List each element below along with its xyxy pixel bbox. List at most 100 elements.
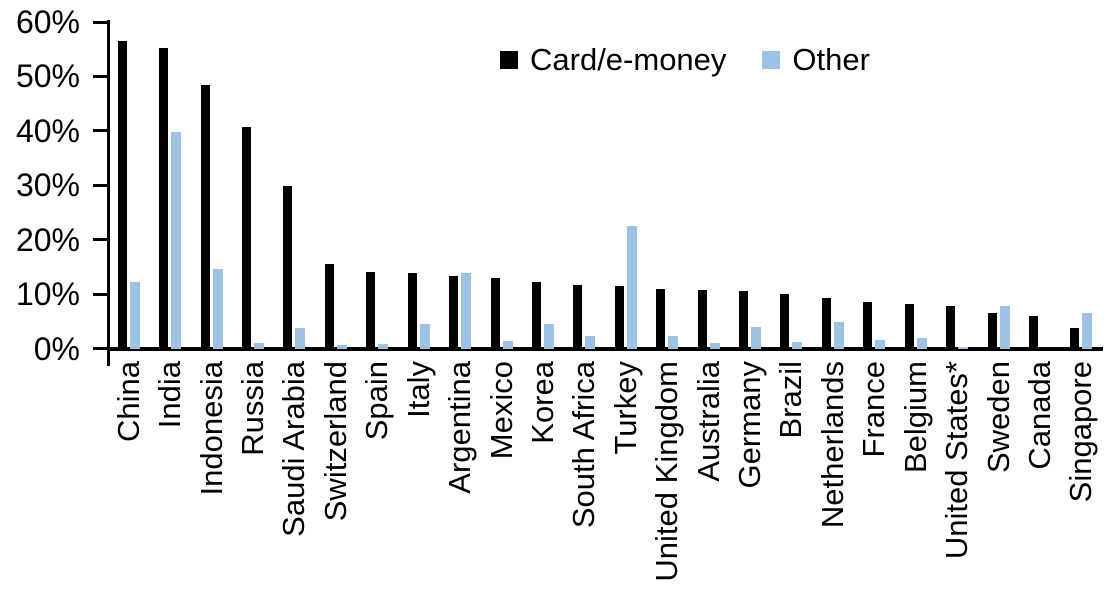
x-axis-label-cell: Italy [398,361,439,594]
bar-card-e-money-india [159,48,169,349]
x-axis-label-australia: Australia [690,361,726,482]
bar-card-e-money-united-kingdom [656,288,666,349]
bar-other-indonesia [212,269,223,349]
bar-other-india [171,131,182,349]
x-axis-label-cell: South Africa [564,361,605,594]
x-axis-label-russia: Russia [234,361,270,456]
x-axis-label-canada: Canada [1021,361,1057,470]
x-axis-label-netherlands: Netherlands [814,361,850,529]
x-axis-label-cell: Netherlands [812,361,853,594]
x-axis-label-india: India [152,361,188,429]
bar-card-e-money-russia [241,127,251,349]
bar-other-belgium [916,337,927,349]
bar-other-united-states [958,347,969,349]
x-axis-label-argentina: Argentina [442,361,478,494]
bar-group-australia [688,22,729,349]
x-axis-label-cell: United Kingdom [646,361,687,594]
bar-group-brazil [771,22,812,349]
bar-other-netherlands [833,322,844,349]
y-axis-label: 60% [15,4,80,40]
y-axis-label: 10% [15,276,80,313]
bar-other-australia [709,343,720,349]
bar-card-e-money-canada [1028,316,1038,349]
bar-group-germany [729,22,770,349]
legend-item-other: Other [762,42,870,78]
bar-card-e-money-germany [739,290,749,349]
legend-swatch-other [762,51,781,69]
bar-other-singapore [1082,312,1093,349]
x-axis-label-cell: Spain [357,361,398,594]
x-axis-label-mexico: Mexico [483,361,519,460]
bar-group-italy [398,22,439,349]
y-axis-tick [93,129,107,133]
bar-card-e-money-turkey [614,285,624,349]
bar-other-south-africa [585,336,596,349]
x-axis-label-cell: Australia [688,361,729,594]
x-axis-label-cell: Turkey [605,361,646,594]
bar-group-spain [357,22,398,349]
x-axis-label-cell: Mexico [481,361,522,594]
bar-card-e-money-china [117,41,127,349]
bar-card-e-money-sweden [987,313,997,349]
x-axis-line [107,347,1103,351]
bar-card-e-money-brazil [780,294,790,349]
x-axis-label-cell: Russia [232,361,273,594]
x-axis-label-france: France [856,361,892,458]
legend-item-card-e-money: Card/e-money [500,42,726,78]
x-axis-label-cell: Germany [729,361,770,594]
bar-other-germany [751,327,762,349]
bar-group-saudi-arabia [274,22,315,349]
x-axis-label-switzerland: Switzerland [317,361,353,522]
y-axis-tick [93,20,107,24]
y-axis-tick [93,183,107,187]
bar-other-turkey [626,225,637,349]
bar-card-e-money-switzerland [324,263,334,349]
y-axis-line [107,20,110,351]
x-axis-label-italy: Italy [400,361,436,418]
bar-group-korea [522,22,563,349]
x-axis-label-cell: Saudi Arabia [274,361,315,594]
bar-other-spain [378,343,389,349]
bar-group-canada [1019,22,1060,349]
bar-group-china [108,22,149,349]
y-axis-tick [93,74,107,78]
bar-group-singapore [1061,22,1102,349]
x-axis-label-germany: Germany [732,361,768,489]
x-axis-label-china: China [110,361,146,442]
y-axis-label: 50% [15,58,80,95]
bar-card-e-money-mexico [490,278,500,349]
bar-group-argentina [439,22,480,349]
bar-other-korea [543,323,554,349]
bar-card-e-money-spain [366,271,376,349]
x-axis-label-brazil: Brazil [773,361,809,439]
y-axis-tick [93,347,107,350]
bar-card-e-money-saudi-arabia [283,185,293,349]
x-axis-label-cell: Brazil [771,361,812,594]
x-axis-label-south-africa: South Africa [566,361,602,529]
bar-card-e-money-united-states [946,306,956,349]
x-axis-labels: China India Indonesia Russia Saudi Arabia Swi… [108,361,1102,594]
y-axis-tick [93,238,107,242]
bar-card-e-money-france [863,301,873,349]
bar-other-sweden [999,305,1010,349]
y-axis-label: 30% [15,167,80,204]
x-axis-label-korea: Korea [524,361,560,444]
bar-card-e-money-indonesia [200,84,210,349]
x-axis-label-indonesia: Indonesia [193,361,229,496]
x-axis-label-cell: Belgium [895,361,936,594]
bar-group-united-states [936,22,977,349]
bar-card-e-money-italy [407,272,417,349]
x-axis-label-singapore: Singapore [1063,361,1099,503]
x-axis-label-cell: Indonesia [191,361,232,594]
x-axis-label-spain: Spain [359,361,395,441]
bar-group-sweden [978,22,1019,349]
y-axis-label: 40% [15,112,80,149]
bar-card-e-money-singapore [1070,327,1080,349]
x-axis-label-cell: Switzerland [315,361,356,594]
bar-card-e-money-belgium [904,304,914,349]
x-axis-label-sweden: Sweden [980,361,1016,474]
bar-card-e-money-argentina [449,275,459,349]
legend-label-other: Other [792,42,870,77]
bar-group-india [149,22,190,349]
